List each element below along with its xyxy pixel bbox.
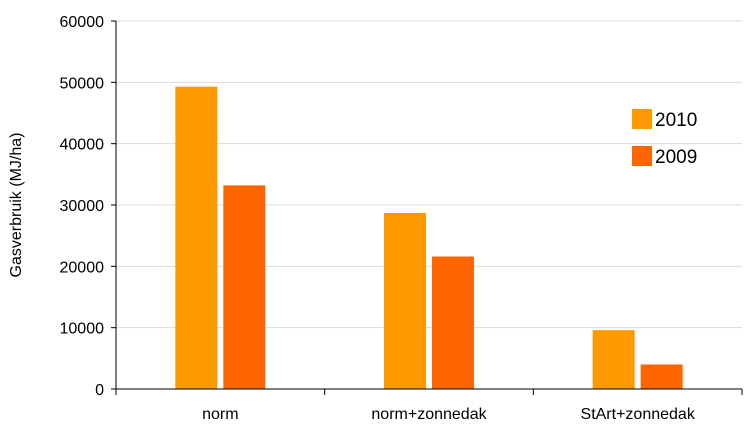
y-tick-label: 60000 xyxy=(60,14,105,31)
y-tick-label: 30000 xyxy=(60,198,105,215)
x-tick-label: norm+zonnedak xyxy=(371,406,487,423)
gridlines xyxy=(116,20,742,329)
bar-2009-norm xyxy=(223,185,266,389)
x-tick-labels: norm norm+zonnedak StArt+zonnedak xyxy=(202,406,696,423)
legend-swatch-2009 xyxy=(632,146,652,166)
bar-2010-StArt+zonnedak xyxy=(592,330,635,389)
bar-2009-StArt+zonnedak xyxy=(640,364,683,389)
legend-label-2010: 2010 xyxy=(655,110,697,131)
y-tick-labels: 0 10000 20000 30000 40000 50000 60000 xyxy=(60,14,105,399)
x-tick-label: StArt+zonnedak xyxy=(581,406,696,423)
legend-swatch-2010 xyxy=(632,109,652,129)
legend-label-2009: 2009 xyxy=(655,147,697,168)
y-axis-title: Gasverbruik (MJ/ha) xyxy=(8,133,25,278)
y-tick-label: 10000 xyxy=(60,321,105,338)
x-tick-label: norm xyxy=(202,406,238,423)
bar-2009-norm+zonnedak xyxy=(432,256,474,389)
y-tick-label: 50000 xyxy=(60,75,105,92)
bar-2010-norm xyxy=(175,86,218,390)
legend: 2010 2009 xyxy=(632,109,697,168)
y-tick-label: 0 xyxy=(95,382,104,399)
axes xyxy=(111,20,743,395)
y-tick-label: 40000 xyxy=(60,137,105,154)
bars xyxy=(175,86,683,390)
y-tick-label: 20000 xyxy=(60,259,105,276)
bar-2010-norm+zonnedak xyxy=(384,212,426,389)
